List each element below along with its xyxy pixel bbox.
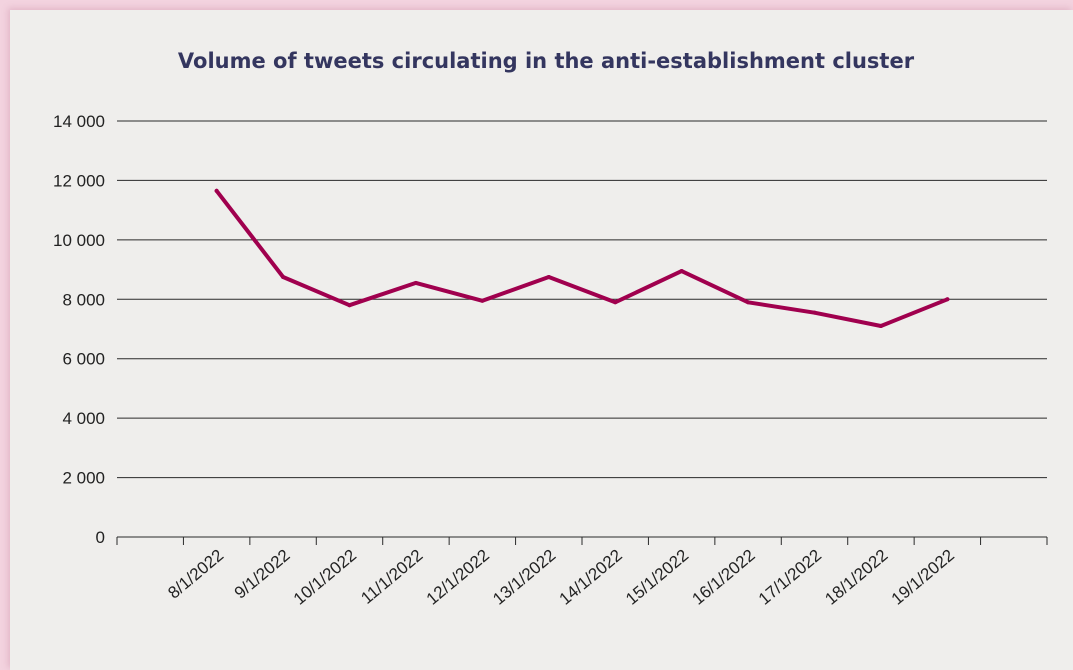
data-point (413, 280, 418, 285)
line-chart: Volume of tweets circulating in the anti… (53, 49, 1048, 609)
y-tick-label: 6 000 (62, 350, 105, 369)
y-axis-labels: 0 2 000 4 000 6 000 8 000 10 000 12 000 14 000 (53, 112, 105, 547)
x-tick-label: 16/1/2022 (688, 546, 758, 609)
x-tick-label: 8/1/2022 (164, 546, 227, 603)
x-tick-label: 9/1/2022 (231, 546, 294, 603)
y-tick-label: 14 000 (53, 112, 105, 131)
data-point (281, 275, 286, 279)
x-axis-labels: 8/1/2022 9/1/202210/1/202211/1/202212/1/2… (164, 546, 958, 609)
x-axis (116, 536, 1048, 545)
data-point (480, 298, 485, 303)
data-point (613, 300, 618, 305)
y-tick-label: 10 000 (53, 231, 105, 250)
data-point (679, 269, 684, 274)
y-tick-label: 2 000 (62, 469, 105, 488)
x-tick-label: 17/1/2022 (755, 546, 825, 609)
chart-title: Volume of tweets circulating in the anti… (178, 49, 915, 73)
data-point (812, 310, 817, 315)
data-point (214, 188, 219, 193)
x-tick-label: 13/1/2022 (489, 546, 559, 609)
x-tick-label: 12/1/2022 (423, 546, 493, 609)
data-point (746, 300, 751, 305)
y-tick-label: 0 (96, 528, 105, 547)
x-tick-label: 14/1/2022 (556, 546, 626, 609)
y-tick-label: 4 000 (62, 409, 105, 428)
data-point (546, 275, 551, 279)
x-tick-label: 15/1/2022 (622, 546, 692, 609)
x-tick-label: 19/1/2022 (888, 546, 958, 609)
y-tick-label: 8 000 (62, 290, 105, 309)
series-layer (214, 188, 950, 329)
chart-card: Volume of tweets circulating in the anti… (10, 10, 1073, 670)
x-tick-label: 10/1/2022 (290, 546, 360, 609)
data-point (347, 303, 352, 308)
series-line (214, 188, 950, 328)
y-tick-label: 12 000 (53, 171, 105, 190)
data-point (945, 297, 950, 302)
gridlines (117, 120, 1047, 479)
data-point (878, 324, 883, 329)
x-tick-label: 11/1/2022 (357, 546, 426, 608)
x-tick-label: 18/1/2022 (821, 546, 891, 609)
